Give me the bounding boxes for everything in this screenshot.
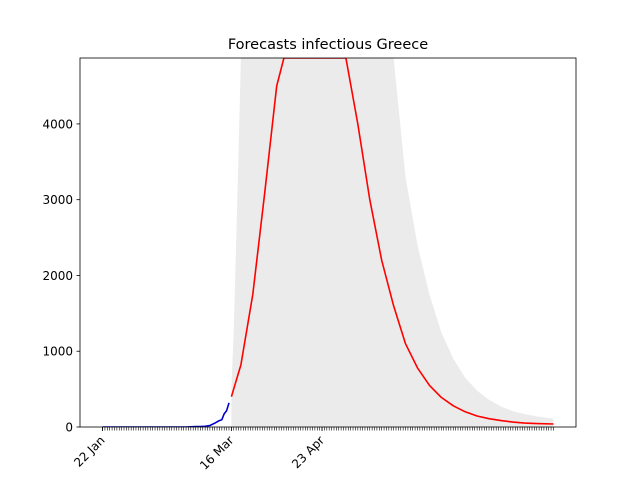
y-tick-label: 2000 bbox=[42, 269, 73, 283]
y-tick-label: 3000 bbox=[42, 193, 73, 207]
x-tick-label: 22 Jan bbox=[71, 433, 107, 469]
series-line-forecast bbox=[230, 58, 554, 425]
plot-frame bbox=[79, 57, 577, 428]
x-tick-label: 16 Mar bbox=[197, 433, 236, 472]
series-line-observed bbox=[102, 402, 230, 427]
y-tick-label: 0 bbox=[65, 421, 73, 435]
chart-title: Forecasts infectious Greece bbox=[228, 37, 428, 53]
y-tick-label: 4000 bbox=[42, 117, 73, 131]
y-tick-label: 1000 bbox=[42, 345, 73, 359]
x-tick-label: 23 Apr bbox=[289, 433, 327, 471]
confidence-band-layer bbox=[231, 58, 554, 427]
confidence-band bbox=[231, 58, 554, 427]
